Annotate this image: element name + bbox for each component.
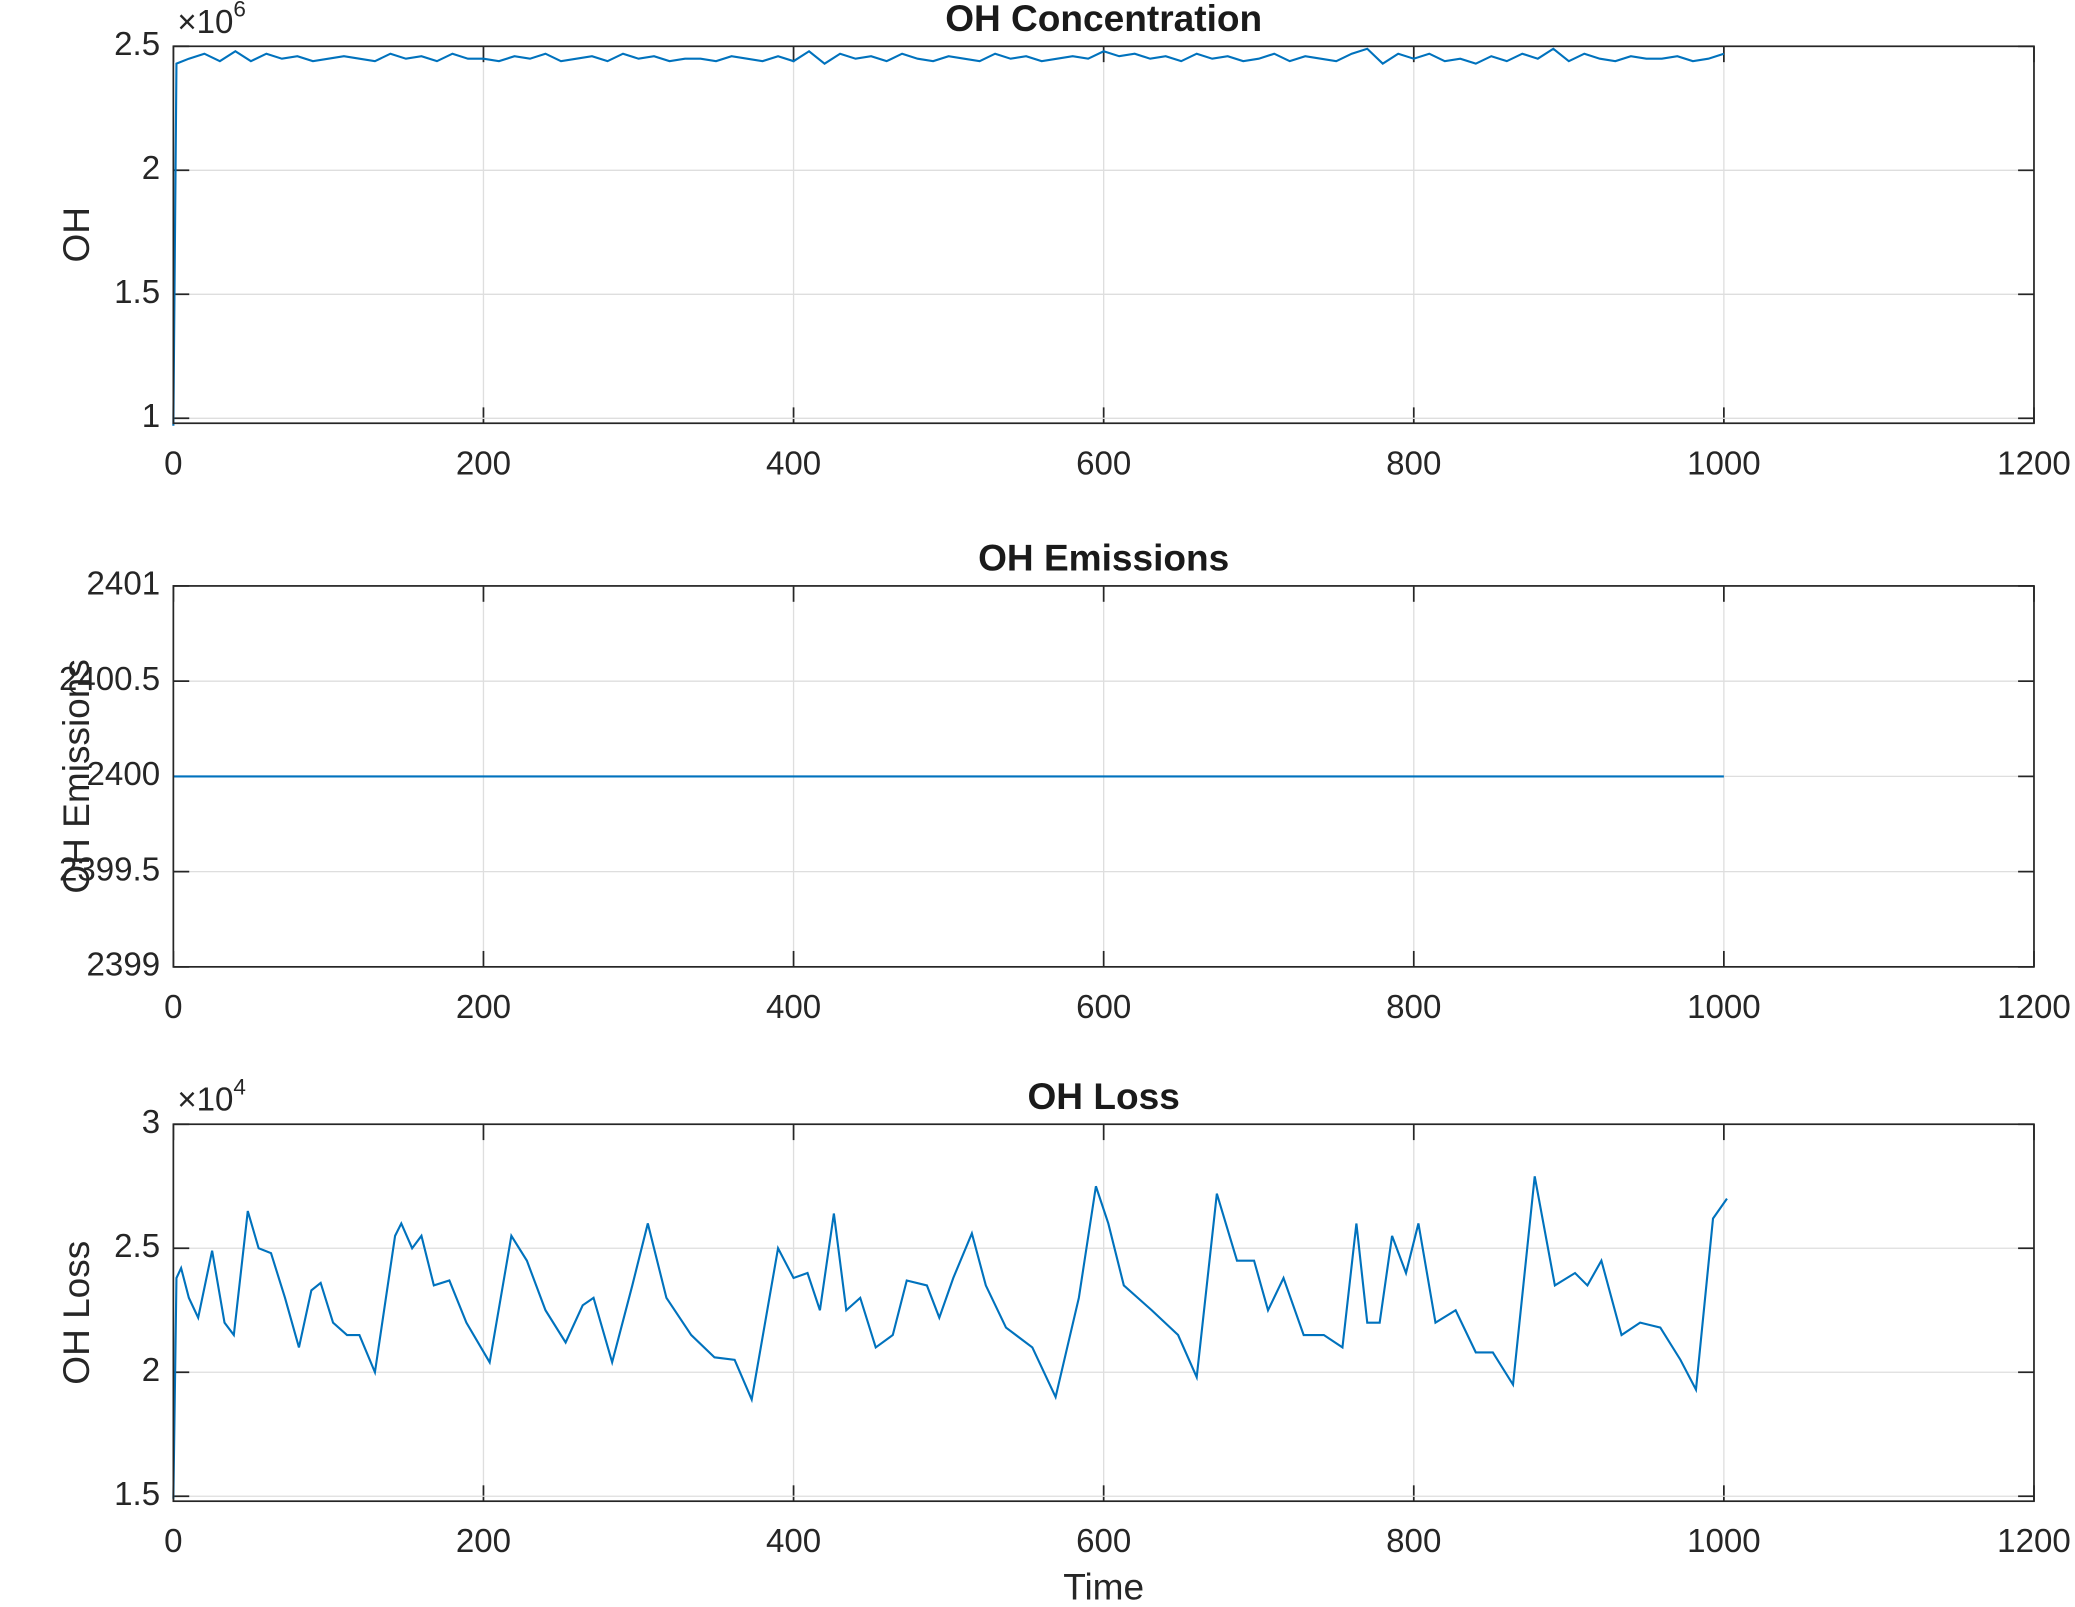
y-tick-label: 2400 <box>87 756 161 793</box>
x-axis-label: Time <box>1063 1566 1144 1607</box>
y-tick-label: 2.5 <box>114 26 160 63</box>
y-tick-label: 2.5 <box>114 1228 160 1265</box>
x-tick-label: 1200 <box>1997 989 2071 1026</box>
data-line <box>172 1176 1728 1499</box>
x-tick-label: 200 <box>456 1523 511 1560</box>
x-tick-label: 600 <box>1076 989 1131 1026</box>
x-tick-label: 200 <box>456 989 511 1026</box>
y-tick-label: 1.5 <box>114 1476 160 1513</box>
x-tick-label: 600 <box>1076 1523 1131 1560</box>
y-multiplier-base: ×10 <box>177 1081 233 1118</box>
x-tick-label: 400 <box>766 445 821 482</box>
y-tick-label: 3 <box>142 1104 160 1141</box>
y-multiplier-exponent: 6 <box>233 0 246 22</box>
y-tick-label: 1 <box>142 398 160 435</box>
y-tick-label: 2399 <box>87 947 161 984</box>
y-tick-label: 2 <box>142 1352 160 1389</box>
x-tick-label: 1000 <box>1687 445 1761 482</box>
y-tick-label: 2400.5 <box>59 661 160 698</box>
y-tick-label: 2401 <box>87 566 161 603</box>
axes-frame <box>172 45 2035 425</box>
axes-frame <box>172 1123 2035 1503</box>
x-tick-label: 0 <box>164 1523 182 1560</box>
x-tick-label: 200 <box>456 445 511 482</box>
y-tick-label: 2 <box>142 150 160 187</box>
y-multiplier-base: ×10 <box>177 4 233 41</box>
x-tick-label: 1200 <box>1997 445 2071 482</box>
y-tick-label: 2399.5 <box>59 851 160 888</box>
y-multiplier: ×106 <box>177 0 246 41</box>
y-axis-label: OH <box>55 207 97 263</box>
x-tick-label: 1200 <box>1997 1523 2071 1560</box>
x-tick-label: 1000 <box>1687 1523 1761 1560</box>
axes-frame <box>172 585 2035 968</box>
x-tick-label: 600 <box>1076 445 1131 482</box>
x-tick-label: 800 <box>1386 445 1441 482</box>
chart-title: OH Emissions <box>978 537 1229 579</box>
y-tick-label: 1.5 <box>114 274 160 311</box>
chart-title: OH Loss <box>1028 1075 1180 1117</box>
data-line <box>172 47 1725 426</box>
x-tick-label: 400 <box>766 1523 821 1560</box>
x-tick-label: 0 <box>164 445 182 482</box>
y-axis-label: OH Emissions <box>55 659 97 894</box>
x-tick-label: 800 <box>1386 1523 1441 1560</box>
chart-title: OH Concentration <box>945 0 1262 39</box>
x-tick-label: 0 <box>164 989 182 1026</box>
y-axis-label: OH Loss <box>55 1241 97 1385</box>
y-multiplier-exponent: 4 <box>233 1074 246 1099</box>
y-multiplier: ×104 <box>177 1074 246 1118</box>
x-tick-label: 1000 <box>1687 989 1761 1026</box>
x-tick-label: 800 <box>1386 989 1441 1026</box>
x-tick-label: 400 <box>766 989 821 1026</box>
